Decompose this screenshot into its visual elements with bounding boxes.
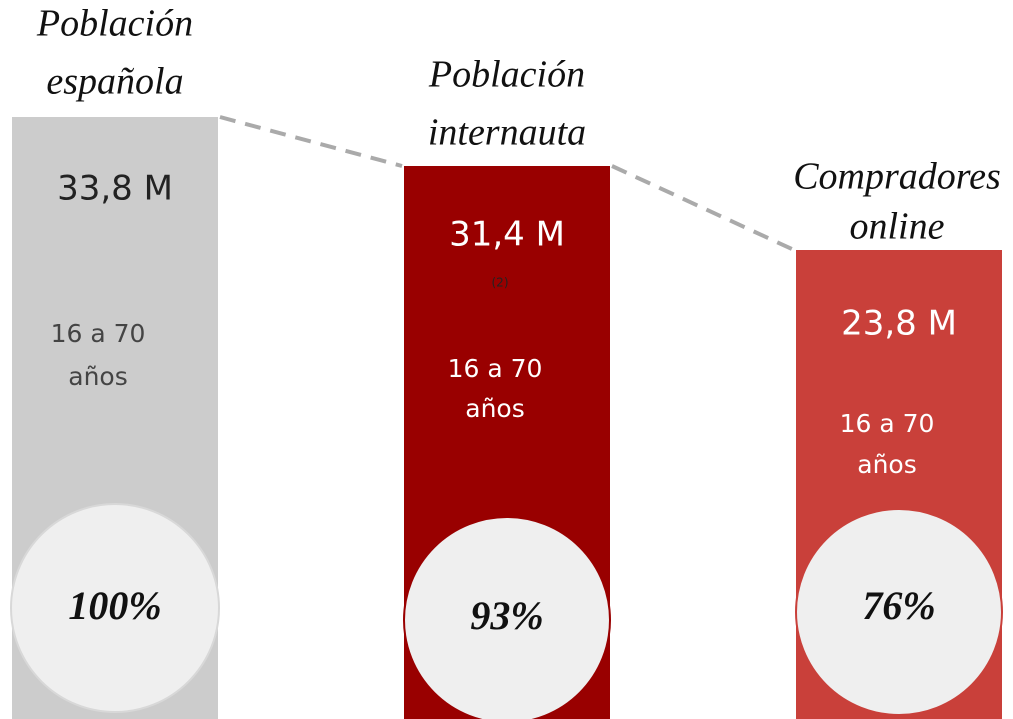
percent: 93% xyxy=(470,593,543,638)
connector xyxy=(219,115,403,168)
age-range: años xyxy=(465,394,525,423)
age-range: 16 a 70 xyxy=(51,319,146,348)
age-range: 16 a 70 xyxy=(840,409,935,438)
age-range: 16 a 70 xyxy=(448,354,543,383)
column-title: internauta xyxy=(428,112,586,154)
percent-circle xyxy=(10,503,220,713)
column-value: 31,4 M xyxy=(449,215,565,255)
column-title: Población xyxy=(36,3,193,45)
footnote: (2) xyxy=(492,276,509,290)
column-title: online xyxy=(850,206,945,248)
age-range: años xyxy=(857,450,917,479)
percent: 76% xyxy=(862,583,935,628)
connector xyxy=(611,164,795,252)
percent: 100% xyxy=(68,583,161,628)
age-range: años xyxy=(68,362,128,391)
column-value: 23,8 M xyxy=(841,304,957,344)
percent-circle xyxy=(795,508,1003,716)
column-value: 33,8 M xyxy=(57,169,173,209)
column-title: española xyxy=(46,61,183,103)
column-title: Compradores xyxy=(793,156,1001,198)
column-title: Población xyxy=(428,54,585,96)
percent-circle xyxy=(403,516,611,719)
